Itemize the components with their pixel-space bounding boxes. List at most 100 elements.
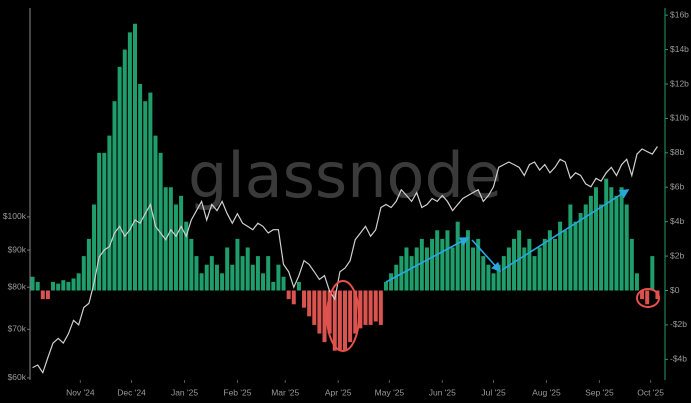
bar: [476, 238, 481, 291]
bar: [363, 290, 368, 325]
bar: [650, 256, 655, 291]
bar: [271, 281, 276, 291]
bar: [624, 204, 629, 291]
x-tick-label: Dec '24: [117, 387, 146, 397]
bar: [51, 281, 56, 291]
bar: [199, 273, 204, 291]
bar: [609, 187, 614, 291]
y-tick-label: $70k: [8, 324, 27, 334]
bar: [404, 247, 409, 291]
bar: [496, 264, 501, 291]
bar: [327, 290, 332, 334]
bar: [491, 273, 496, 291]
y-tick-label: $90k: [8, 244, 27, 254]
x-tick-label: Jan '25: [171, 387, 198, 397]
bar: [148, 92, 153, 291]
bar: [245, 247, 250, 291]
bar: [563, 230, 568, 291]
y2-tick-label: -$2b: [670, 319, 687, 329]
bar: [71, 278, 76, 291]
watermark: glassnode: [188, 139, 502, 212]
bar: [138, 84, 143, 291]
bar: [465, 230, 470, 291]
bar: [409, 256, 414, 291]
bar: [542, 238, 547, 291]
bar: [517, 230, 522, 291]
bar: [179, 195, 184, 291]
bar: [184, 221, 189, 291]
bar: [117, 66, 122, 291]
bar: [296, 281, 301, 291]
bar: [604, 178, 609, 291]
y2-tick-label: $6b: [670, 182, 684, 192]
bar: [506, 247, 511, 291]
price-line: [32, 146, 658, 375]
bar: [56, 283, 61, 291]
bar: [599, 204, 604, 291]
bar: [619, 187, 624, 291]
x-tick-label: Sep '25: [585, 387, 614, 397]
bar: [317, 290, 322, 334]
x-tick-label: Jun '25: [429, 387, 456, 397]
x-tick-label: Oct '25: [637, 387, 664, 397]
bar: [133, 23, 137, 291]
x-tick-label: Jul '25: [481, 387, 506, 397]
y2-tick-label: $16b: [670, 9, 689, 19]
y2-tick-label: $2b: [670, 250, 684, 260]
bar: [389, 273, 394, 291]
bar: [522, 247, 527, 291]
bar: [322, 290, 327, 343]
annotations: [326, 189, 660, 352]
bar: [312, 290, 317, 325]
bar: [307, 290, 312, 317]
bar: [414, 247, 419, 291]
bar: [35, 281, 40, 291]
x-tick-label: Feb '25: [223, 387, 251, 397]
bar: [460, 238, 465, 291]
bar: [430, 238, 435, 291]
highlight-ellipse: [636, 288, 660, 308]
bar: [394, 264, 399, 291]
bar: [424, 247, 429, 291]
bar: [250, 264, 255, 291]
bar: [419, 238, 424, 291]
bar: [471, 247, 476, 291]
bar: [153, 135, 158, 291]
bar: [368, 290, 373, 325]
bar-layer: [30, 23, 660, 351]
y2-tick-label: $0: [670, 285, 680, 295]
bar: [593, 187, 598, 291]
y2-tick-label: $14b: [670, 44, 689, 54]
bar: [61, 280, 66, 291]
bar: [481, 256, 486, 291]
y2-tick-label: -$4b: [670, 354, 687, 364]
bar: [614, 195, 619, 291]
bar: [255, 256, 260, 291]
bar: [235, 238, 240, 291]
bar: [440, 238, 445, 291]
bar: [276, 264, 281, 291]
y2-tick-label: $10b: [670, 113, 689, 123]
bar: [281, 276, 286, 291]
bar: [30, 276, 35, 291]
bar: [573, 221, 578, 291]
bar: [455, 221, 460, 291]
bar: [645, 290, 650, 305]
y2-tick-label: $12b: [670, 78, 689, 88]
bar: [240, 256, 245, 291]
bar: [640, 290, 645, 300]
trend-arrow: [501, 189, 630, 271]
y-tick-label: $60k: [8, 372, 27, 382]
y2-tick-label: $4b: [670, 216, 684, 226]
line-layer: [32, 146, 658, 375]
bar: [230, 264, 235, 291]
bar: [112, 101, 117, 291]
bar: [547, 230, 552, 291]
bar: [343, 290, 347, 351]
x-tick-label: Mar '25: [271, 387, 299, 397]
x-tick-label: Apr '25: [325, 387, 352, 397]
y-tick-label: $80k: [8, 281, 27, 291]
bar: [358, 290, 363, 329]
bar: [588, 195, 593, 291]
